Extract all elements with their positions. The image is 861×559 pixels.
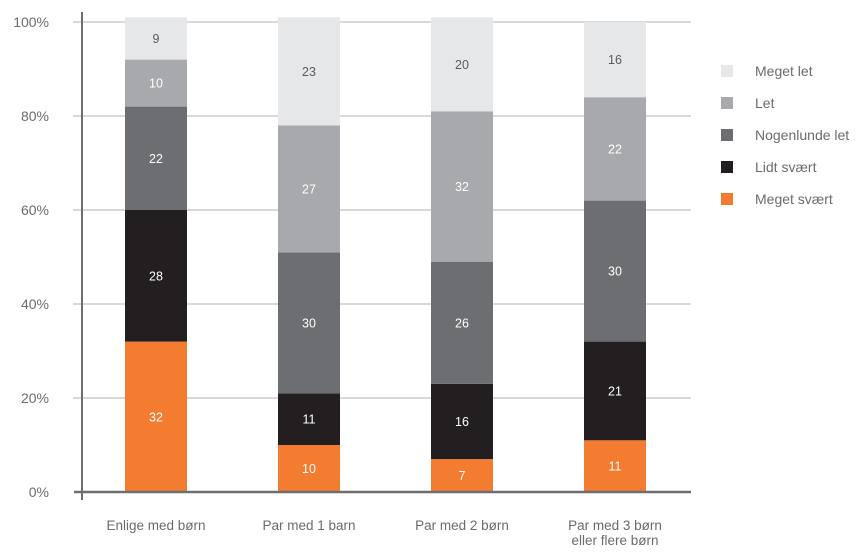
y-tick-label: 80%	[21, 108, 49, 124]
axes: 0% 20% 40% 60% 80% 100% Enlige med børn Par med…	[13, 12, 691, 548]
data-label: 7	[459, 469, 466, 483]
legend-swatch	[721, 129, 733, 141]
bar-segment	[584, 200, 646, 342]
legend-swatch	[721, 161, 733, 173]
bar-segment	[125, 17, 187, 60]
bar-segment	[431, 111, 493, 262]
x-tick-label: Par med 3 børn	[568, 518, 662, 533]
bar-segment	[584, 341, 646, 441]
bar-segment	[278, 252, 340, 394]
legend-label: Meget let	[755, 63, 813, 79]
bar-segment	[431, 261, 493, 384]
data-label: 16	[455, 415, 469, 429]
bar-segment	[278, 17, 340, 126]
bar-segment	[431, 459, 493, 492]
bar-segment	[125, 210, 187, 342]
y-tick-label: 100%	[13, 14, 49, 30]
data-label: 20	[455, 58, 469, 72]
legend-label: Lidt svært	[755, 159, 817, 175]
data-label: 11	[303, 413, 316, 427]
bar-segment	[278, 445, 340, 492]
legend-swatch	[721, 97, 733, 109]
bar-segment	[125, 59, 187, 107]
data-label: 28	[149, 269, 163, 283]
bar-segment	[278, 393, 340, 445]
data-label: 10	[302, 462, 316, 476]
legend-label: Meget svært	[755, 191, 833, 207]
data-label: 22	[149, 152, 163, 166]
data-label: 11	[609, 460, 622, 474]
data-label: 16	[608, 53, 622, 67]
legend-label: Nogenlunde let	[755, 127, 849, 143]
data-label: 21	[608, 384, 622, 398]
y-tick-label: 20%	[21, 390, 49, 406]
legend-label: Let	[755, 95, 775, 111]
bar-segment	[125, 341, 187, 492]
bar-segment	[584, 97, 646, 201]
x-tick-label: Par med 2 børn	[415, 518, 509, 533]
data-label: 30	[302, 316, 316, 330]
legend: Meget let Let Nogenlunde let Lidt svært Mege…	[721, 63, 849, 207]
data-label: 32	[455, 180, 469, 194]
data-label: 27	[302, 182, 316, 196]
x-tick-label: Par med 1 barn	[262, 518, 355, 533]
bar-segment	[431, 383, 493, 460]
bar-segment	[125, 106, 187, 210]
data-label: 22	[608, 142, 622, 156]
data-label: 9	[153, 32, 160, 46]
data-label: 23	[302, 65, 316, 79]
bar-segment	[278, 125, 340, 253]
y-tick-label: 40%	[21, 296, 49, 312]
bar-segment	[584, 440, 646, 492]
data-label: 26	[455, 316, 469, 330]
bar-segment	[431, 17, 493, 112]
data-label: 10	[149, 77, 163, 91]
data-label: 30	[608, 265, 622, 279]
x-tick-label: eller flere børn	[571, 533, 658, 548]
legend-swatch	[721, 65, 733, 77]
legend-swatch	[721, 193, 733, 205]
x-tick-label: Enlige med børn	[106, 518, 205, 533]
data-label: 32	[149, 410, 163, 424]
bar-segment	[584, 22, 646, 98]
y-tick-label: 60%	[21, 202, 49, 218]
y-tick-label: 0%	[29, 484, 49, 500]
bars: 32 28 22 10 9 10 11 30 27 23 7 16 26 32 20 11 21 30 22 16	[125, 17, 646, 492]
